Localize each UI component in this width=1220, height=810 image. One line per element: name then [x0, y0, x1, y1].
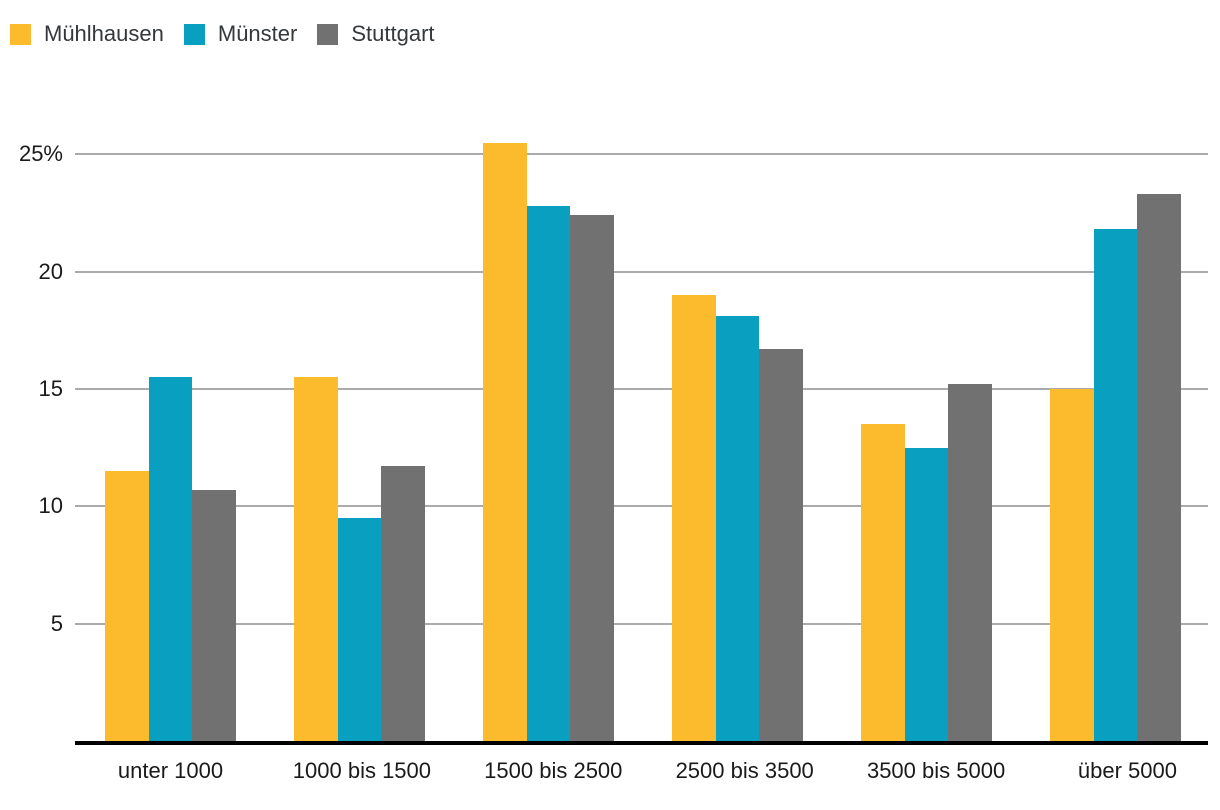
y-tick-label-20: 20: [38, 258, 63, 284]
bar-group-ueber-5000: [1050, 0, 1182, 741]
bar-group-3500-bis-5000: [861, 0, 993, 741]
gridline-15: [75, 387, 1208, 390]
x-label-text: 2500 bis 3500: [675, 758, 814, 783]
bar-stuttgart-3500-bis-5000: [948, 384, 993, 741]
bar-muenster-1000-bis-1500: [337, 518, 382, 741]
bar-muenster-3500-bis-5000: [904, 447, 949, 741]
y-tick-label-15: 15: [38, 375, 63, 401]
legend-swatch-icon: [317, 23, 339, 45]
bar-group-2500-bis-3500: [672, 0, 804, 741]
legend-item-stuttgart: Stuttgart: [317, 21, 435, 46]
bar-stuttgart-1000-bis-1500: [381, 466, 426, 741]
bar-muehlhausen-2500-bis-3500: [672, 295, 716, 741]
x-axis-line: [75, 741, 1208, 745]
bar-muenster-1500-bis-2500: [526, 205, 571, 741]
y-tick-label-5: 5: [50, 610, 63, 636]
x-label-text: 3500 bis 5000: [866, 758, 1006, 783]
x-label-unter-1000: unter 1000: [105, 757, 236, 785]
x-label-text: 1500 bis 2500: [484, 758, 623, 783]
gridline-20: [75, 270, 1208, 273]
bar-muenster-ueber-5000: [1093, 229, 1138, 741]
legend-item-muenster: Münster: [183, 21, 298, 46]
legend: Mühlhausen Münster Stuttgart: [10, 23, 455, 45]
x-label-text: über 5000: [1077, 758, 1177, 783]
legend-label: Mühlhausen: [44, 21, 164, 46]
gridline-25: [75, 153, 1208, 156]
x-label-2500-bis-3500: 2500 bis 3500: [676, 757, 814, 785]
bar-muehlhausen-1000-bis-1500: [294, 377, 338, 741]
bar-stuttgart-2500-bis-3500: [759, 349, 804, 741]
y-tick-label-10: 10: [38, 493, 63, 519]
x-label-1500-bis-2500: 1500 bis 2500: [484, 757, 622, 785]
x-label-3500-bis-5000: 3500 bis 5000: [867, 757, 1005, 785]
legend-label: Stuttgart: [351, 21, 435, 46]
bar-stuttgart-ueber-5000: [1137, 194, 1182, 741]
bar-muenster-unter-1000: [148, 377, 193, 741]
x-label-text: unter 1000: [117, 758, 224, 783]
legend-label: Münster: [217, 21, 298, 46]
x-axis-labels: unter 1000 1000 bis 1500 1500 bis 2500 2500…: [105, 757, 1193, 785]
bar-group-1500-bis-2500: [483, 0, 615, 741]
x-label-ueber-5000: über 5000: [1062, 757, 1193, 785]
bar-muenster-2500-bis-3500: [715, 316, 760, 741]
x-label-1000-bis-1500: 1000 bis 1500: [293, 757, 431, 785]
bar-muehlhausen-1500-bis-2500: [483, 142, 527, 741]
gridline-10: [75, 505, 1208, 508]
bar-stuttgart-1500-bis-2500: [570, 215, 615, 741]
x-label-text: 1000 bis 1500: [292, 758, 432, 783]
bars-container: [105, 0, 1182, 741]
legend-swatch-icon: [10, 23, 31, 45]
bar-group-unter-1000: [105, 0, 237, 741]
bar-muehlhausen-ueber-5000: [1050, 388, 1094, 741]
y-axis: 5 10 15 20 25%: [0, 0, 63, 741]
legend-item-muehlhausen: Mühlhausen: [10, 23, 164, 45]
legend-swatch-icon: [183, 23, 205, 45]
bar-group-1000-bis-1500: [294, 0, 426, 741]
gridline-5: [75, 622, 1208, 625]
bar-stuttgart-unter-1000: [192, 489, 237, 741]
y-tick-label-25: 25%: [18, 141, 63, 167]
plot-area: [75, 0, 1208, 741]
bar-muehlhausen-3500-bis-5000: [861, 424, 905, 741]
bar-muehlhausen-unter-1000: [105, 471, 149, 741]
